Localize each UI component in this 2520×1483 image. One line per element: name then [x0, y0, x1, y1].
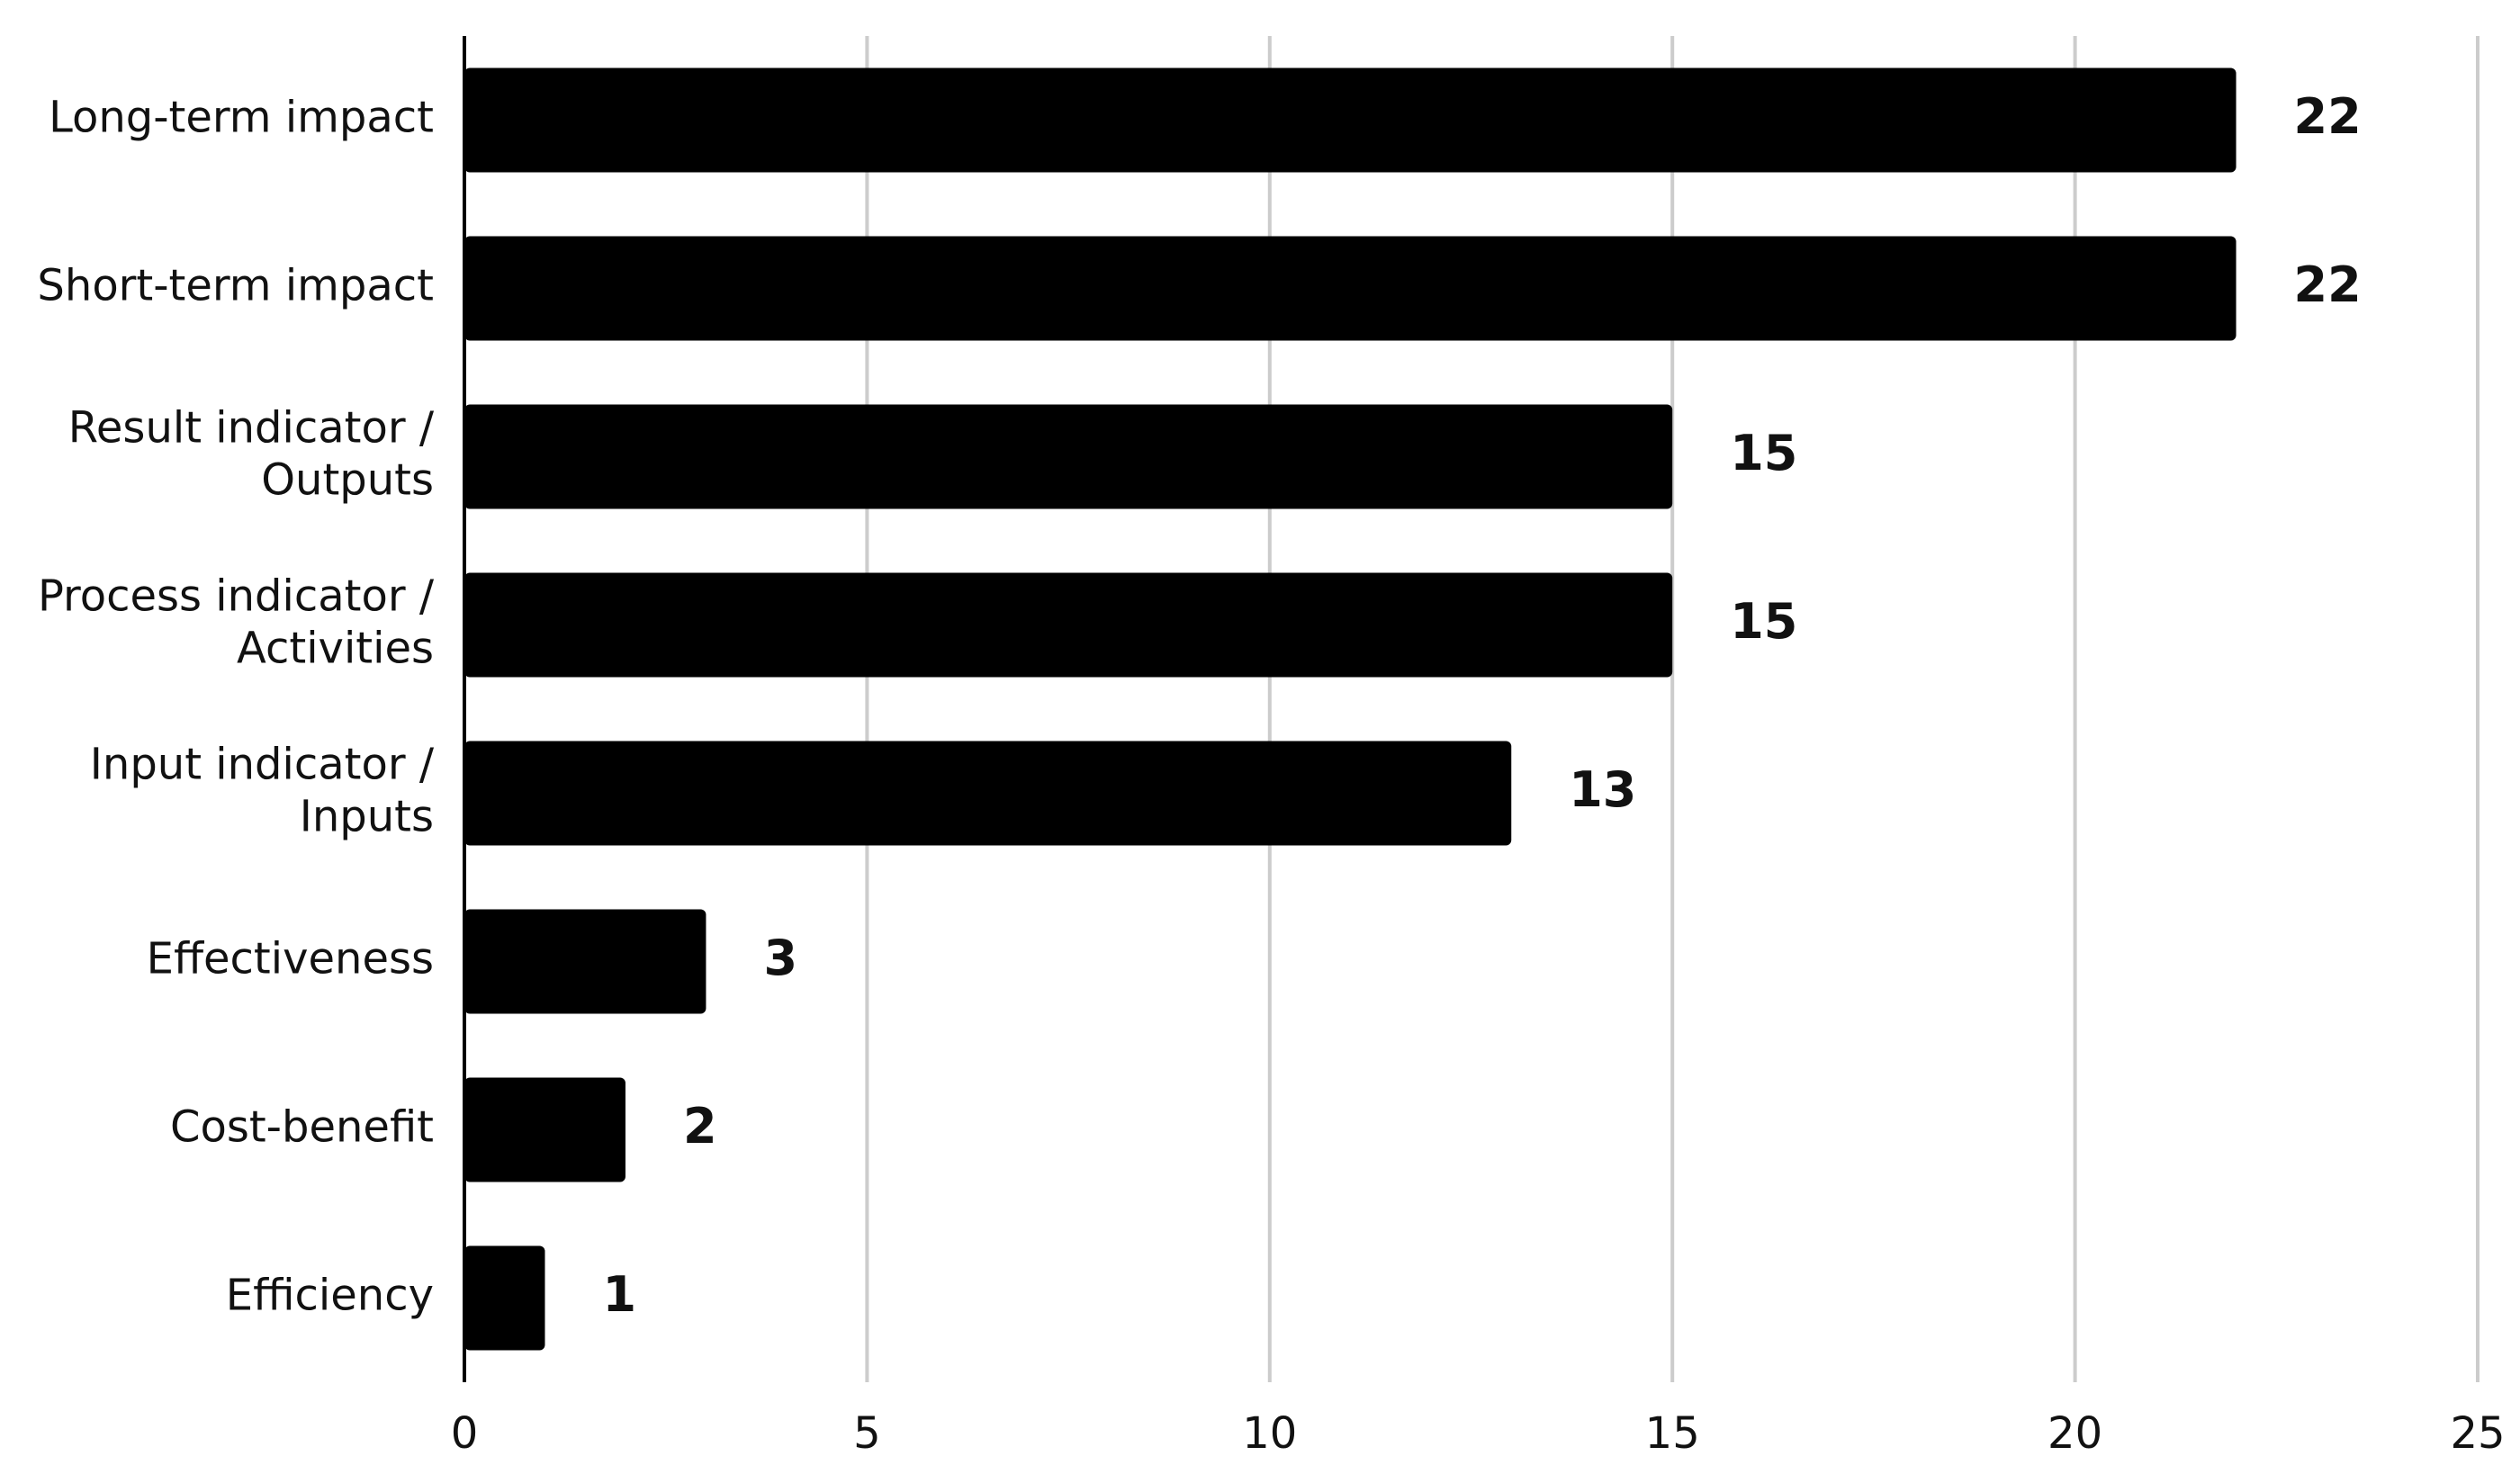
x-tick-label: 0 [451, 1408, 479, 1459]
y-tick-label: Short-term impact [37, 261, 434, 311]
y-tick-label: Effectiveness [147, 934, 434, 984]
y-tick-label: Cost-benefit [170, 1102, 434, 1153]
bar [464, 909, 706, 1014]
bar [464, 1077, 626, 1182]
value-label: 2 [683, 1098, 717, 1155]
y-tick-label: Input indicator / Inputs [90, 740, 435, 842]
value-label: 1 [602, 1266, 636, 1323]
value-label: 15 [1730, 593, 1797, 650]
bar [464, 1245, 545, 1351]
x-tick-label: 5 [853, 1408, 881, 1459]
bar [464, 236, 2236, 341]
bar [464, 404, 1673, 509]
x-tick-label: 10 [1242, 1408, 1297, 1459]
y-tick-label: Efficiency [226, 1271, 434, 1321]
value-label: 15 [1730, 425, 1797, 481]
bar [464, 741, 1512, 846]
value-label: 22 [2294, 256, 2362, 313]
bar [464, 67, 2236, 173]
x-tick-label: 15 [1645, 1408, 1700, 1459]
y-tick-label: Process indicator / Activities [38, 571, 435, 674]
value-label: 13 [1569, 761, 1636, 818]
value-label: 22 [2294, 88, 2362, 145]
x-tick-label: 25 [2450, 1408, 2505, 1459]
value-label: 3 [763, 930, 797, 986]
x-tick-label: 20 [2048, 1408, 2102, 1459]
y-tick-label: Long-term impact [49, 93, 434, 143]
bar [464, 572, 1673, 678]
y-tick-label: Result indicator / Outputs [68, 403, 435, 506]
